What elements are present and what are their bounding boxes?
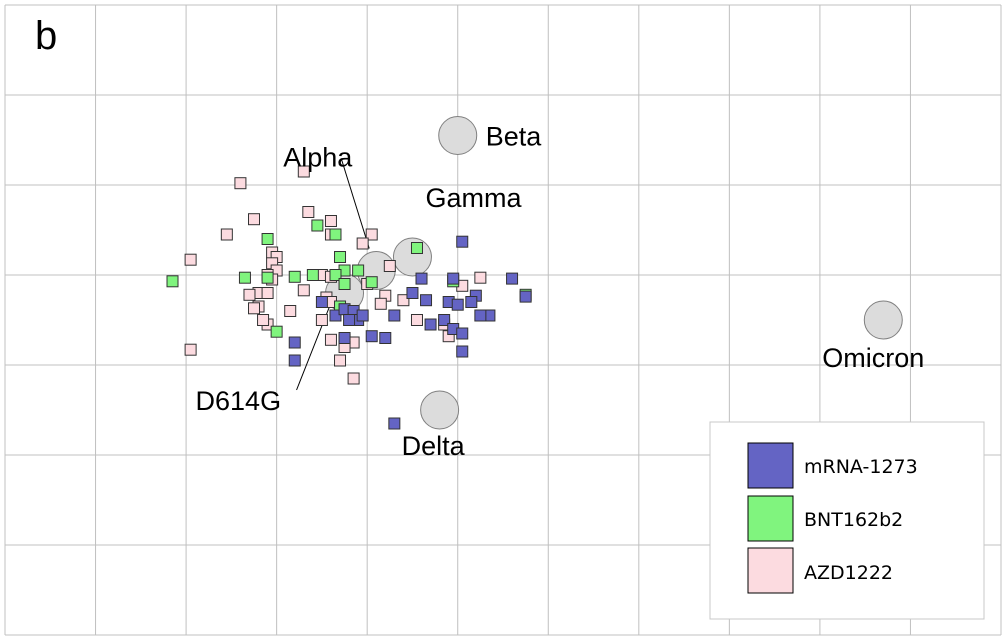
point-azd1222 <box>302 206 315 218</box>
legend: mRNA-1273 BNT162b2 AZD1222 <box>709 421 985 620</box>
point-azd1222 <box>248 302 260 315</box>
point-mrna-1273 <box>343 314 356 326</box>
variant-circle-beta <box>438 116 478 155</box>
point-mrna-1273 <box>288 354 301 367</box>
point-bnt162b2 <box>334 251 347 263</box>
point-mrna-1273 <box>288 336 301 349</box>
point-azd1222 <box>365 228 378 241</box>
legend-label-azd1222: AZD1222 <box>804 562 893 584</box>
point-bnt162b2 <box>338 278 351 290</box>
point-azd1222 <box>184 343 197 356</box>
point-azd1222 <box>184 253 197 266</box>
point-azd1222 <box>297 165 310 178</box>
point-bnt162b2 <box>238 271 251 284</box>
variant-circle-delta <box>420 390 460 430</box>
point-azd1222 <box>257 314 270 326</box>
point-mrna-1273 <box>415 272 428 285</box>
point-bnt162b2 <box>261 233 274 245</box>
panel-letter: b <box>35 14 57 58</box>
point-azd1222 <box>220 228 233 241</box>
point-azd1222 <box>315 314 328 326</box>
point-azd1222 <box>347 372 360 385</box>
point-azd1222 <box>397 294 410 307</box>
point-mrna-1273 <box>456 345 469 358</box>
point-mrna-1273 <box>465 296 478 308</box>
point-bnt162b2 <box>166 275 179 288</box>
point-mrna-1273 <box>388 309 401 322</box>
variant-label-omicron: Omicron <box>822 343 924 373</box>
variant-label-gamma: Gamma <box>425 183 522 213</box>
point-azd1222 <box>261 287 274 299</box>
point-mrna-1273 <box>438 314 451 326</box>
point-azd1222 <box>243 288 256 301</box>
point-mrna-1273 <box>329 309 342 322</box>
point-mrna-1273 <box>420 294 433 307</box>
point-mrna-1273 <box>388 417 401 430</box>
variant-label-delta: Delta <box>402 431 466 461</box>
variant-label-beta: Beta <box>486 122 543 152</box>
point-bnt162b2 <box>365 276 378 289</box>
point-mrna-1273 <box>474 309 487 322</box>
point-mrna-1273 <box>315 296 328 308</box>
variant-labels: Beta Gamma Alpha D614G Delta Omicron <box>196 122 925 462</box>
variant-label-alpha: Alpha <box>283 143 353 173</box>
point-mrna-1273 <box>451 298 464 311</box>
point-mrna-1273 <box>406 287 419 299</box>
point-mrna-1273 <box>519 290 532 303</box>
point-azd1222 <box>248 213 260 226</box>
variant-circle-omicron <box>863 300 903 340</box>
point-mrna-1273 <box>379 332 392 344</box>
point-bnt162b2 <box>311 219 324 232</box>
legend-label-bnt162b2: BNT162b2 <box>804 509 903 531</box>
point-bnt162b2 <box>306 269 319 281</box>
legend-swatch-bnt162b2 <box>747 495 794 542</box>
point-azd1222 <box>324 333 337 346</box>
variant-circles <box>325 116 903 430</box>
point-bnt162b2 <box>288 270 301 283</box>
point-azd1222 <box>284 305 297 317</box>
point-mrna-1273 <box>424 318 437 331</box>
point-azd1222 <box>234 177 247 190</box>
legend-swatch-mrna-1273 <box>747 442 794 489</box>
point-mrna-1273 <box>506 272 519 285</box>
point-azd1222 <box>324 215 337 227</box>
point-azd1222 <box>374 297 387 310</box>
variant-label-d614g: D614G <box>196 386 282 416</box>
leader-line-alpha <box>340 158 370 249</box>
point-azd1222 <box>334 354 347 367</box>
point-mrna-1273 <box>447 272 460 285</box>
point-bnt162b2 <box>329 269 342 281</box>
point-mrna-1273 <box>456 327 469 340</box>
point-bnt162b2 <box>352 264 365 277</box>
serum-points <box>166 165 532 430</box>
legend-label-mrna-1273: mRNA-1273 <box>804 456 918 478</box>
point-mrna-1273 <box>365 330 378 343</box>
point-azd1222 <box>474 271 487 284</box>
legend-swatch-azd1222 <box>747 547 794 594</box>
point-mrna-1273 <box>356 309 369 322</box>
point-azd1222 <box>297 284 310 297</box>
point-azd1222 <box>383 260 396 272</box>
point-mrna-1273 <box>456 235 469 248</box>
point-azd1222 <box>410 314 423 326</box>
point-mrna-1273 <box>338 332 351 344</box>
point-bnt162b2 <box>261 271 274 284</box>
point-azd1222 <box>356 237 369 250</box>
point-bnt162b2 <box>270 325 283 338</box>
point-bnt162b2 <box>329 228 342 241</box>
point-bnt162b2 <box>410 242 423 254</box>
